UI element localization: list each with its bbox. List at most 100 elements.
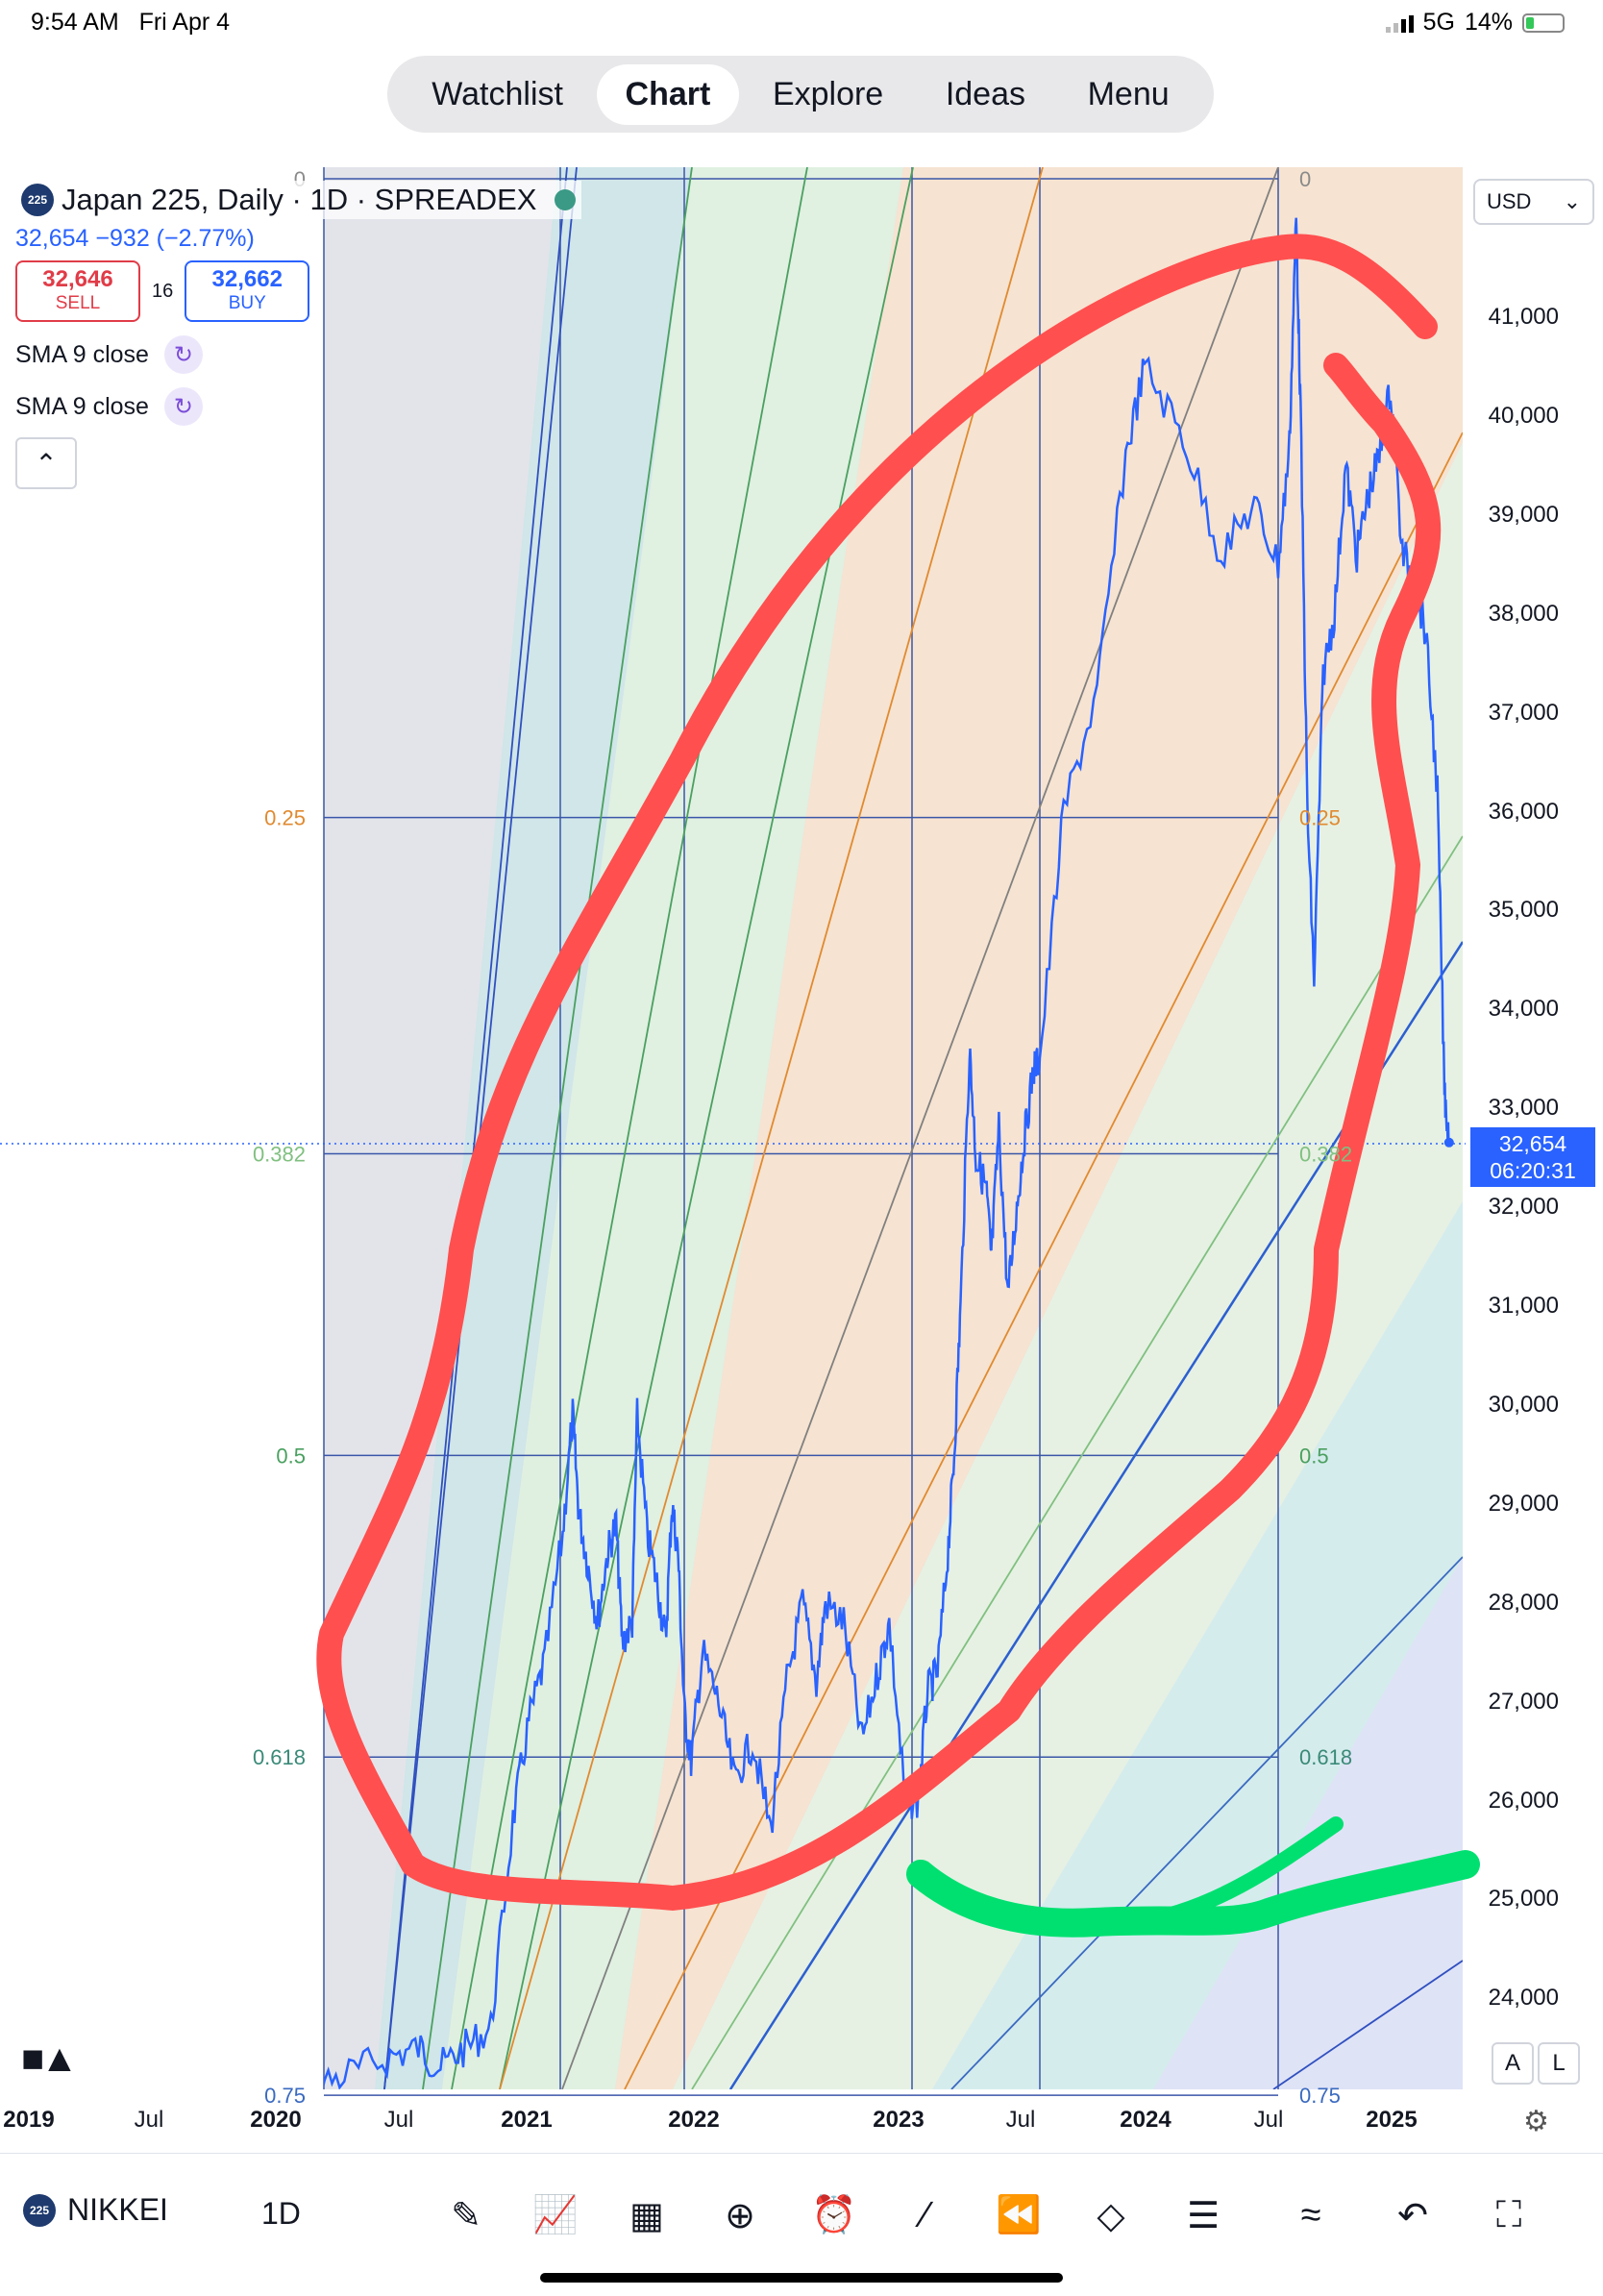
time-tick: 2021	[501, 2107, 553, 2133]
chart-type-icon[interactable]: ∕	[922, 2194, 929, 2235]
buy-button[interactable]: 32,662 BUY	[185, 260, 310, 322]
price-tick: 41,000	[1488, 304, 1559, 330]
currency-value: USD	[1487, 189, 1532, 213]
sell-price: 32,646	[42, 266, 113, 292]
green-support-markup	[906, 1850, 1480, 1938]
home-indicator	[540, 2273, 1063, 2283]
price-tick: 27,000	[1488, 1688, 1559, 1715]
status-bar: 9:54 AM Fri Apr 4 5G 14%	[0, 0, 1603, 48]
chevron-down-icon: ⌄	[1563, 189, 1581, 213]
fan-line	[1272, 1960, 1463, 2089]
fullscreen-icon[interactable]: ⛶	[1495, 2194, 1522, 2235]
price-tick: 37,000	[1488, 699, 1559, 726]
fan-line	[451, 167, 808, 2089]
refresh-icon[interactable]: ↻	[163, 335, 203, 374]
symbol-selector[interactable]: 225 NIKKEI	[23, 2192, 168, 2228]
price-tick: 35,000	[1488, 897, 1559, 924]
price-tick: 25,000	[1488, 1886, 1559, 1913]
fan-line	[624, 432, 1463, 2089]
fan-line	[499, 167, 1044, 2089]
log-scale-button[interactable]: L	[1538, 2042, 1580, 2085]
fib-label-right: 0.75	[1299, 2084, 1341, 2108]
fib-label-right: 0.5	[1299, 1444, 1329, 1468]
indicator-sma-1[interactable]: SMA 9 close ↻	[15, 335, 581, 374]
price-line	[324, 217, 1451, 2089]
fib-label-right: 0.618	[1299, 1745, 1352, 1769]
undo-icon[interactable]: ↶	[1397, 2195, 1428, 2236]
time-tick: 2019	[3, 2107, 55, 2133]
price-change: 32,654 −932 (−2.77%)	[15, 225, 255, 252]
fan-line	[383, 167, 578, 2089]
indicator-label: SMA 9 close	[15, 340, 149, 368]
symbol-title[interactable]: 225 Japan 225, Daily · 1D · SPREADEX	[15, 181, 581, 219]
chevron-up-icon: ⌃	[35, 448, 58, 479]
top-nav: Watchlist Chart Explore Ideas Menu	[387, 56, 1214, 133]
compare-icon[interactable]: ≈	[1300, 2194, 1321, 2235]
time-tick: 2022	[668, 2107, 720, 2133]
battery-label: 14%	[1464, 9, 1513, 36]
currency-select[interactable]: USD ⌄	[1473, 179, 1594, 225]
time-tick: Jul	[1253, 2107, 1284, 2133]
last-price-dot	[1443, 1137, 1454, 1148]
trend-line	[728, 941, 1463, 2089]
price-tick: 24,000	[1488, 1985, 1559, 2012]
tab-menu[interactable]: Menu	[1087, 75, 1170, 112]
refresh-icon[interactable]: ↻	[163, 387, 203, 426]
fib-label-right: 0.382	[1299, 1143, 1352, 1167]
time-tick: 2023	[873, 2107, 925, 2133]
chart-grid	[0, 167, 1466, 2096]
fib-label-left: 0.25	[264, 806, 306, 830]
interval-selector[interactable]: 1D	[261, 2196, 301, 2231]
buy-label: BUY	[228, 293, 266, 313]
time-tick: Jul	[1005, 2107, 1036, 2133]
price-tick: 34,000	[1488, 996, 1559, 1023]
tab-watchlist[interactable]: Watchlist	[432, 75, 563, 112]
bg-zone-3	[673, 442, 1463, 2089]
alarm-icon[interactable]: ⏰	[811, 2195, 857, 2235]
price-tick: 33,000	[1488, 1095, 1559, 1122]
symbol-title-text: Japan 225, Daily · 1D · SPREADEX	[62, 183, 537, 216]
bottom-toolbar: 225 NIKKEI 1D ✎ 📈 ▦ ⊕ ⏰ ∕ ⏪ ◇ ☰ ≈ ↶ ⛶	[0, 2153, 1603, 2296]
layers-icon[interactable]: ◇	[1097, 2195, 1125, 2236]
last-price-label: 32,654 06:20:31	[1470, 1127, 1595, 1187]
sell-button[interactable]: 32,646 SELL	[15, 260, 140, 322]
price-tick: 30,000	[1488, 1391, 1559, 1418]
chart-legend: 225 Japan 225, Daily · 1D · SPREADEX 32,…	[15, 181, 581, 489]
grid-icon[interactable]: ▦	[629, 2195, 664, 2236]
tab-ideas[interactable]: Ideas	[945, 75, 1025, 112]
price-series	[324, 217, 1454, 2089]
price-tick: 28,000	[1488, 1589, 1559, 1616]
collapse-legend-button[interactable]: ⌃	[15, 437, 77, 489]
price-tick: 32,000	[1488, 1194, 1559, 1221]
time-tick: 2025	[1366, 2107, 1418, 2133]
last-price-value: 32,654	[1498, 1131, 1567, 1156]
symbol-name: NIKKEI	[67, 2192, 168, 2227]
settings-icon[interactable]: ⚙	[1523, 2106, 1549, 2137]
price-tick: 40,000	[1488, 402, 1559, 429]
indicators-icon[interactable]: 📈	[532, 2195, 579, 2235]
fib-label-right: 0	[1299, 167, 1311, 191]
price-tick: 29,000	[1488, 1490, 1559, 1517]
time-tick: 2020	[250, 2107, 302, 2133]
fan-line	[950, 1556, 1463, 2089]
symbol-badge: 225	[23, 2193, 56, 2227]
fan-line	[691, 835, 1463, 2089]
bg-zone-4	[932, 1201, 1463, 2089]
price-tick: 31,000	[1488, 1293, 1559, 1319]
replay-icon[interactable]: ⏪	[996, 2195, 1042, 2235]
price-tick: 38,000	[1488, 600, 1559, 627]
status-time: 9:54 AM Fri Apr 4	[31, 9, 231, 36]
fib-fan-lines	[383, 167, 1463, 2089]
auto-scale-button[interactable]: A	[1492, 2042, 1534, 2085]
bg-zone-1	[442, 167, 903, 2089]
tab-explore[interactable]: Explore	[772, 75, 884, 112]
hand-drawn-markup	[316, 234, 1480, 1938]
add-icon[interactable]: ⊕	[725, 2195, 755, 2236]
time-tick: Jul	[383, 2107, 414, 2133]
fib-label-left: 0.75	[264, 2084, 306, 2108]
indicator-sma-2[interactable]: SMA 9 close ↻	[15, 387, 581, 426]
pencil-icon[interactable]: ✎	[451, 2195, 481, 2236]
settings-sliders-icon[interactable]: ☰	[1186, 2195, 1221, 2236]
tab-chart[interactable]: Chart	[596, 63, 740, 125]
